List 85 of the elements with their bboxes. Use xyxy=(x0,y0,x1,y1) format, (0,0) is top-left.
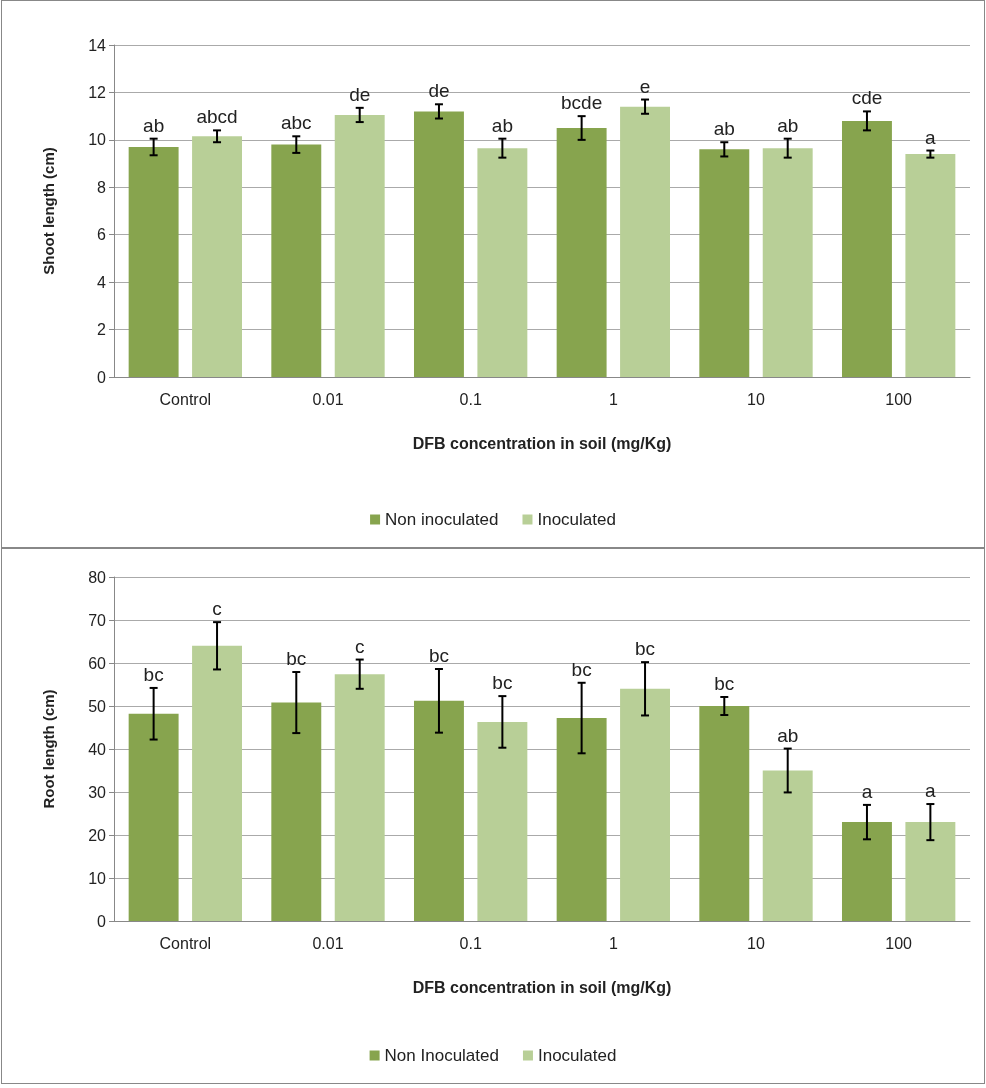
bar xyxy=(413,700,464,921)
data-label: ab xyxy=(777,114,799,136)
data-label: bc xyxy=(492,672,513,694)
x-tick-label: 0.01 xyxy=(312,390,344,408)
x-tick-label: 10 xyxy=(747,934,765,952)
y-tick-label: 8 xyxy=(97,178,107,196)
bar xyxy=(413,111,464,377)
x-tick-label: 100 xyxy=(885,390,913,408)
bar xyxy=(271,702,322,921)
data-label: ab xyxy=(491,114,513,136)
data-label: c xyxy=(354,635,365,657)
bar xyxy=(699,706,750,921)
data-label: ab xyxy=(143,114,165,136)
data-label: bc xyxy=(143,663,164,685)
y-tick-label: 14 xyxy=(88,36,107,54)
y-axis-title: Shoot length (cm) xyxy=(40,147,57,275)
y-tick-label: 60 xyxy=(88,654,107,672)
y-tick-label: 2 xyxy=(97,321,107,339)
data-label: a xyxy=(925,126,937,148)
data-label: c xyxy=(212,598,222,620)
x-tick-label: 0.1 xyxy=(459,934,482,952)
y-tick-label: 0 xyxy=(97,368,107,386)
bar xyxy=(271,144,322,377)
data-label: e xyxy=(639,75,651,97)
x-tick-label: 10 xyxy=(747,390,765,408)
data-label: bc xyxy=(714,672,735,694)
y-tick-label: 12 xyxy=(88,83,107,101)
y-axis-title: Root length (cm) xyxy=(40,689,57,809)
bar xyxy=(841,120,892,377)
data-label: bc xyxy=(571,658,592,680)
y-tick-label: 10 xyxy=(88,131,107,149)
data-label: ab xyxy=(713,118,735,140)
x-tick-label: 0.1 xyxy=(459,390,482,408)
data-label: bc xyxy=(635,638,656,660)
bar xyxy=(762,148,813,377)
x-tick-label: 1 xyxy=(608,934,618,952)
y-tick-label: 30 xyxy=(88,783,107,801)
data-label: bc xyxy=(286,648,307,670)
data-label: de xyxy=(428,80,450,102)
data-label: abc xyxy=(280,112,312,134)
y-tick-label: 70 xyxy=(88,611,107,629)
bar xyxy=(556,128,607,377)
data-label: bc xyxy=(428,645,449,667)
data-label: a xyxy=(861,780,873,802)
x-tick-label: Control xyxy=(159,390,212,408)
bar xyxy=(762,770,813,921)
legend-label: Inoculated xyxy=(537,510,616,529)
bar xyxy=(620,106,671,377)
bar xyxy=(905,822,956,921)
x-axis-title: DFB concentration in soil (mg/Kg) xyxy=(412,978,672,996)
legend-label: Inoculated xyxy=(537,1046,617,1065)
y-tick-label: 4 xyxy=(97,273,107,291)
legend-label: Non Inoculated xyxy=(384,1046,499,1065)
y-tick-label: 40 xyxy=(88,740,107,758)
x-tick-label: 0.01 xyxy=(312,934,344,952)
bar xyxy=(192,645,243,921)
bar xyxy=(192,136,243,377)
x-tick-label: 1 xyxy=(608,390,618,408)
bar xyxy=(334,674,385,921)
x-tick-label: 100 xyxy=(885,934,913,952)
bar xyxy=(128,146,179,377)
data-label: cde xyxy=(851,87,883,109)
y-tick-label: 10 xyxy=(88,869,107,887)
data-label: de xyxy=(349,83,371,105)
y-tick-label: 50 xyxy=(88,697,107,715)
bar xyxy=(334,114,385,377)
data-label: ab xyxy=(777,724,799,746)
bar xyxy=(128,713,179,921)
y-tick-label: 20 xyxy=(88,826,107,844)
bar xyxy=(699,149,750,377)
data-label: abcd xyxy=(196,106,238,128)
data-label: a xyxy=(925,780,937,802)
y-tick-label: 80 xyxy=(88,568,107,586)
bar xyxy=(477,148,528,377)
bar xyxy=(556,718,607,921)
x-tick-label: Control xyxy=(159,934,212,952)
y-tick-label: 6 xyxy=(97,226,107,244)
bar xyxy=(841,822,892,921)
bar xyxy=(477,721,528,921)
x-axis-title: DFB concentration in soil (mg/Kg) xyxy=(412,434,672,452)
bar xyxy=(905,154,956,377)
y-tick-label: 0 xyxy=(97,912,107,930)
data-label: bcde xyxy=(561,92,603,114)
bar xyxy=(620,688,671,921)
legend-label: Non inoculated xyxy=(385,510,499,529)
